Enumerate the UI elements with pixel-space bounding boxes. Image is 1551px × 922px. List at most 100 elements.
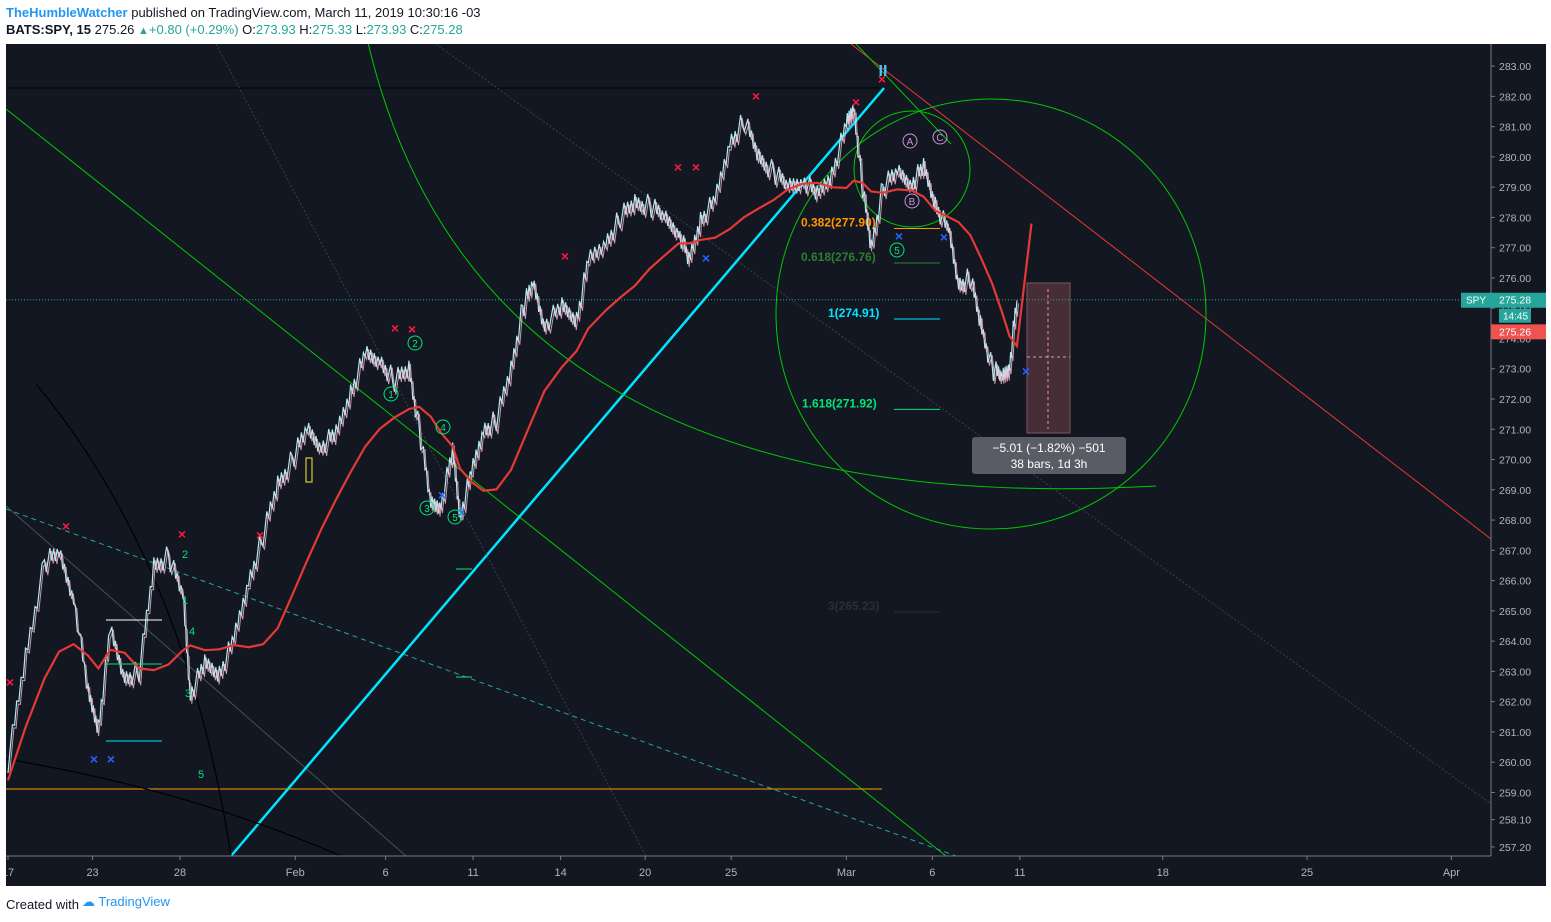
chart-header: TheHumbleWatcher published on TradingVie…: [0, 0, 1551, 44]
black-arc-2: [5, 758, 342, 857]
x-tick-label: 25: [725, 867, 737, 879]
wave-label: 3: [424, 504, 430, 515]
y-tick-label: 267.00: [1499, 545, 1531, 557]
cyan-trendline: [230, 87, 885, 857]
x-tick-label: 6: [929, 867, 935, 879]
marks-layer: × × × × × × × × × × × × × × × × × × × × 1 2 3 4 5 5 A B C 2 1 4 3 5 II −5.0…: [6, 63, 1126, 781]
wave-circle: [383, 386, 399, 402]
moving-average-line: [6, 179, 1033, 781]
open-label: O:: [242, 22, 256, 37]
y-tick-label: 262.00: [1499, 697, 1531, 709]
countdown-label: 14:45: [1503, 312, 1528, 323]
y-tick-label: 280.00: [1499, 152, 1531, 164]
last-tag-bg: [1491, 324, 1546, 340]
wave-label: 1: [388, 390, 394, 401]
tradingview-logo[interactable]: ☁ TradingView: [82, 894, 170, 910]
price-axis-bg: [1491, 44, 1546, 886]
green-small-circle: [853, 110, 971, 228]
price-tag-bg: [1491, 292, 1546, 308]
drawings-layer: 0.382(277.90) 0.618(276.76) 1(274.91) 1.618…: [5, 33, 1492, 857]
y-tick-label: 269.00: [1499, 485, 1531, 497]
green-large-circle: [775, 98, 1207, 530]
x-tick-label: 11: [1014, 867, 1025, 879]
blue-x-mark: ×: [458, 504, 466, 520]
close-label: C:: [409, 22, 423, 37]
measure-label-bg: [972, 437, 1126, 474]
x-tick-label: 11: [467, 867, 478, 879]
chart-background: [6, 44, 1546, 886]
green-short-line: [855, 43, 952, 145]
blue-x-mark: ×: [1022, 363, 1030, 379]
red-channel-line: [850, 43, 1492, 540]
wave-number: 1: [182, 595, 188, 607]
tradingview-cloud-icon: ☁: [82, 894, 95, 909]
wave-label: 2: [412, 339, 418, 350]
y-tick-label: 273.00: [1499, 364, 1531, 376]
red-x-mark: ×: [6, 674, 14, 690]
y-tick-label: 282.00: [1499, 91, 1531, 103]
wave-number: 3: [185, 688, 191, 700]
symbol-tag-bg: [1461, 292, 1491, 308]
red-x-mark: ×: [256, 527, 264, 543]
close-value: 275.28: [422, 22, 463, 37]
created-with-text: Created with: [6, 897, 79, 912]
wave-number: 2: [182, 549, 188, 561]
price-line-cyan: [7, 105, 1018, 774]
y-tick-label: 264.00: [1499, 636, 1531, 648]
y-tick-label: 258.10: [1499, 815, 1531, 827]
x-tick-label: 6: [383, 867, 389, 879]
chart-area[interactable]: 0.382(277.90) 0.618(276.76) 1(274.91) 1.618…: [2, 33, 1546, 886]
fib-1-label: 1(274.91): [828, 306, 879, 320]
open-value: 273.93: [255, 22, 296, 37]
blue-x-mark: ×: [895, 228, 903, 244]
x-tick-label: 14: [554, 867, 566, 879]
red-x-mark: ×: [878, 71, 886, 87]
y-tick-label: 278.00: [1499, 212, 1531, 224]
wave-label: 5: [894, 246, 900, 257]
axes-layer: 283.00 282.00 281.00 280.00 279.00 278.00 277.…: [2, 44, 1546, 886]
fib-3-label: 3(265.23): [828, 599, 879, 613]
wave-circle: [932, 129, 948, 145]
symbol-label[interactable]: BATS:SPY, 15: [6, 22, 92, 37]
y-tick-label: 270.00: [1499, 455, 1531, 467]
grey-line-1: [5, 505, 407, 857]
y-tick-label: 281.00: [1499, 122, 1531, 134]
up-arrow-icon: ▲: [138, 25, 149, 37]
y-tick-label: 260.00: [1499, 757, 1531, 769]
fib-1618-label: 1.618(271.92): [802, 396, 877, 410]
last-tag-value: 275.26: [1499, 326, 1531, 338]
wave-label: C: [936, 133, 943, 144]
ohlc-line: BATS:SPY, 15 275.26 ▲+0.80 (+0.29%) O:27…: [6, 22, 463, 37]
wave-number: 5: [198, 769, 204, 781]
publisher-name[interactable]: TheHumbleWatcher: [6, 5, 128, 20]
green-arc: [365, 33, 1157, 490]
wave-circle: [904, 193, 920, 209]
price-tag-value: 275.28: [1499, 295, 1531, 307]
high-label: H:: [299, 22, 313, 37]
x-tick-label: 28: [174, 867, 186, 879]
low-value: 273.93: [366, 22, 407, 37]
wave-circle: [407, 335, 423, 351]
time-axis-bg: [6, 856, 1546, 886]
red-x-mark: ×: [178, 526, 186, 542]
y-tick-label: 268.00: [1499, 515, 1531, 527]
price-line-pink: [9, 108, 1019, 777]
red-x-mark: ×: [674, 159, 682, 175]
x-tick-label: 20: [639, 867, 651, 879]
y-tick-label: 265.00: [1499, 606, 1531, 618]
wave-ii-label: II: [879, 63, 888, 80]
red-x-mark: ×: [408, 321, 416, 337]
wave-circle: [902, 133, 918, 149]
measure-label-line1: −5.01 (−1.82%) −501: [992, 441, 1105, 455]
red-x-mark: ×: [852, 94, 860, 110]
y-tick-label: 276.00: [1499, 273, 1531, 285]
last-price: 275.26: [94, 22, 135, 37]
wave-label: B: [909, 197, 916, 208]
low-label: L:: [355, 22, 367, 37]
price-chart[interactable]: 0.382(277.90) 0.618(276.76) 1(274.91) 1.618…: [2, 33, 1546, 886]
x-tick-label: Apr: [1443, 867, 1460, 879]
fib-0382-label: 0.382(277.90): [801, 215, 876, 229]
wave-label: A: [907, 137, 914, 148]
y-tick-label: 283.00: [1499, 61, 1531, 73]
blue-x-mark: ×: [90, 751, 98, 767]
